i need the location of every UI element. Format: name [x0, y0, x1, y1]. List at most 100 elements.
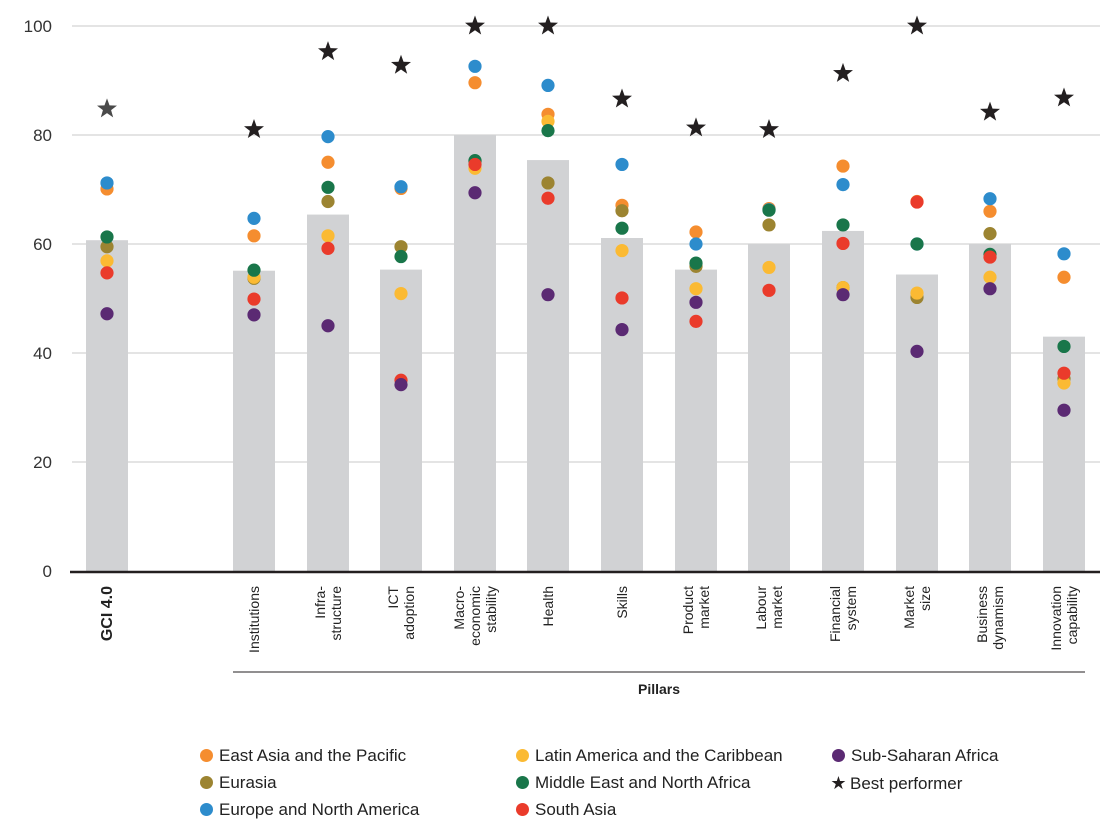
legend-label: Middle East and North Africa	[535, 773, 751, 792]
best-performer-star	[1054, 87, 1074, 107]
legend-swatch	[200, 803, 213, 816]
best-performer-star	[612, 88, 632, 108]
x-tick-label: Financial system	[827, 586, 859, 642]
data-point	[541, 288, 555, 302]
data-point	[836, 236, 850, 251]
data-point	[762, 203, 776, 217]
best-performer-star	[833, 62, 853, 82]
legend-item-sub-saharan-africa: Sub-Saharan Africa	[832, 746, 998, 766]
x-tick-label: Macro-economic stability	[451, 586, 499, 646]
data-point	[247, 308, 261, 322]
bar	[454, 135, 496, 571]
data-point	[689, 237, 703, 251]
x-tick-label-line: structure	[328, 586, 344, 641]
data-point	[541, 124, 555, 138]
data-point	[468, 76, 482, 90]
legend-item-latin-america: Latin America and the Caribbean	[516, 746, 783, 766]
best-performer-star	[907, 15, 927, 35]
data-point	[910, 286, 924, 300]
data-point	[100, 240, 114, 254]
data-point	[1057, 247, 1071, 261]
y-tick-label: 100	[24, 17, 52, 36]
data-point	[689, 225, 703, 239]
data-point	[615, 322, 629, 337]
data-point	[615, 243, 629, 258]
data-point	[983, 192, 997, 206]
x-tick-label-line: Institutions	[246, 586, 262, 653]
legend-label: Eurasia	[219, 773, 277, 792]
x-tick-label: Infra-structure	[312, 586, 344, 641]
x-tick-label-line: Market	[901, 586, 917, 629]
legend-label: Sub-Saharan Africa	[851, 746, 999, 765]
x-tick-label-line: stability	[483, 586, 499, 633]
data-point	[983, 282, 997, 296]
legend-label: Latin America and the Caribbean	[535, 746, 783, 765]
x-axis-title: Pillars	[638, 681, 680, 697]
x-tick-label: Business dynamism	[974, 586, 1006, 650]
bar	[86, 240, 128, 571]
data-point	[983, 270, 997, 284]
x-tick-label: Institutions	[246, 586, 262, 653]
data-point	[1057, 376, 1071, 390]
x-tick-label-line: capability	[1064, 586, 1080, 644]
legend-label: Best performer	[850, 774, 963, 793]
data-point	[689, 314, 703, 328]
data-point	[983, 250, 997, 264]
x-tick-label-line: Skills	[614, 586, 630, 619]
x-tick-label: ICT adoption	[385, 586, 417, 640]
data-point	[910, 237, 924, 251]
legend-swatch	[200, 749, 213, 762]
x-tick-label-line: ICT	[385, 586, 401, 609]
x-tick-label: Health	[540, 586, 556, 626]
data-point	[321, 194, 335, 209]
data-point	[689, 256, 703, 270]
x-tick-label-line: size	[917, 586, 933, 611]
data-point	[394, 286, 408, 301]
data-point	[762, 260, 776, 275]
x-tick-label: Product market	[680, 586, 712, 634]
x-tick-label-line: adoption	[401, 586, 417, 640]
best-performer-star	[465, 15, 485, 35]
bar	[748, 244, 790, 571]
data-point	[541, 78, 555, 93]
x-tick-label-line: system	[843, 586, 859, 630]
data-point	[836, 177, 850, 192]
data-point	[100, 307, 114, 321]
data-point	[836, 218, 850, 232]
legend-item-east-asia: East Asia and the Pacific	[200, 746, 406, 766]
data-point	[321, 130, 335, 144]
best-performer-star	[538, 15, 558, 35]
data-point	[1057, 270, 1071, 284]
legend-label: South Asia	[535, 800, 617, 819]
bar	[969, 244, 1011, 571]
legend-item-middle-east: Middle East and North Africa	[516, 773, 750, 793]
data-point	[615, 204, 629, 218]
data-point	[762, 218, 776, 232]
x-tick-label: GCI 4.0	[99, 586, 116, 641]
x-tick-label-line: Labour	[753, 586, 769, 630]
star-icon: ★	[830, 773, 847, 793]
x-tick-label: Innovation capability	[1048, 586, 1080, 651]
data-point	[468, 186, 482, 200]
x-tick-label: Market size	[901, 586, 933, 629]
x-tick-label-line: market	[769, 586, 785, 629]
data-point	[1057, 403, 1071, 417]
data-point	[321, 180, 335, 194]
best-performer-star	[980, 101, 1000, 121]
y-tick-label: 40	[33, 344, 52, 363]
best-performer-star	[318, 41, 338, 61]
data-point	[394, 249, 408, 264]
data-point	[689, 282, 703, 296]
x-tick-label-line: Business	[974, 586, 990, 643]
data-point	[321, 155, 335, 169]
data-point	[247, 263, 261, 277]
x-tick-label-line: Infra-	[312, 586, 328, 619]
bar	[527, 160, 569, 571]
data-point	[321, 229, 335, 243]
x-tick-label-line: Health	[540, 586, 556, 626]
best-performer-star	[759, 119, 779, 139]
y-tick-label: 0	[43, 562, 52, 581]
y-tick-label: 80	[33, 126, 52, 145]
legend-item-eurasia: Eurasia	[200, 773, 277, 793]
data-point	[394, 180, 408, 194]
